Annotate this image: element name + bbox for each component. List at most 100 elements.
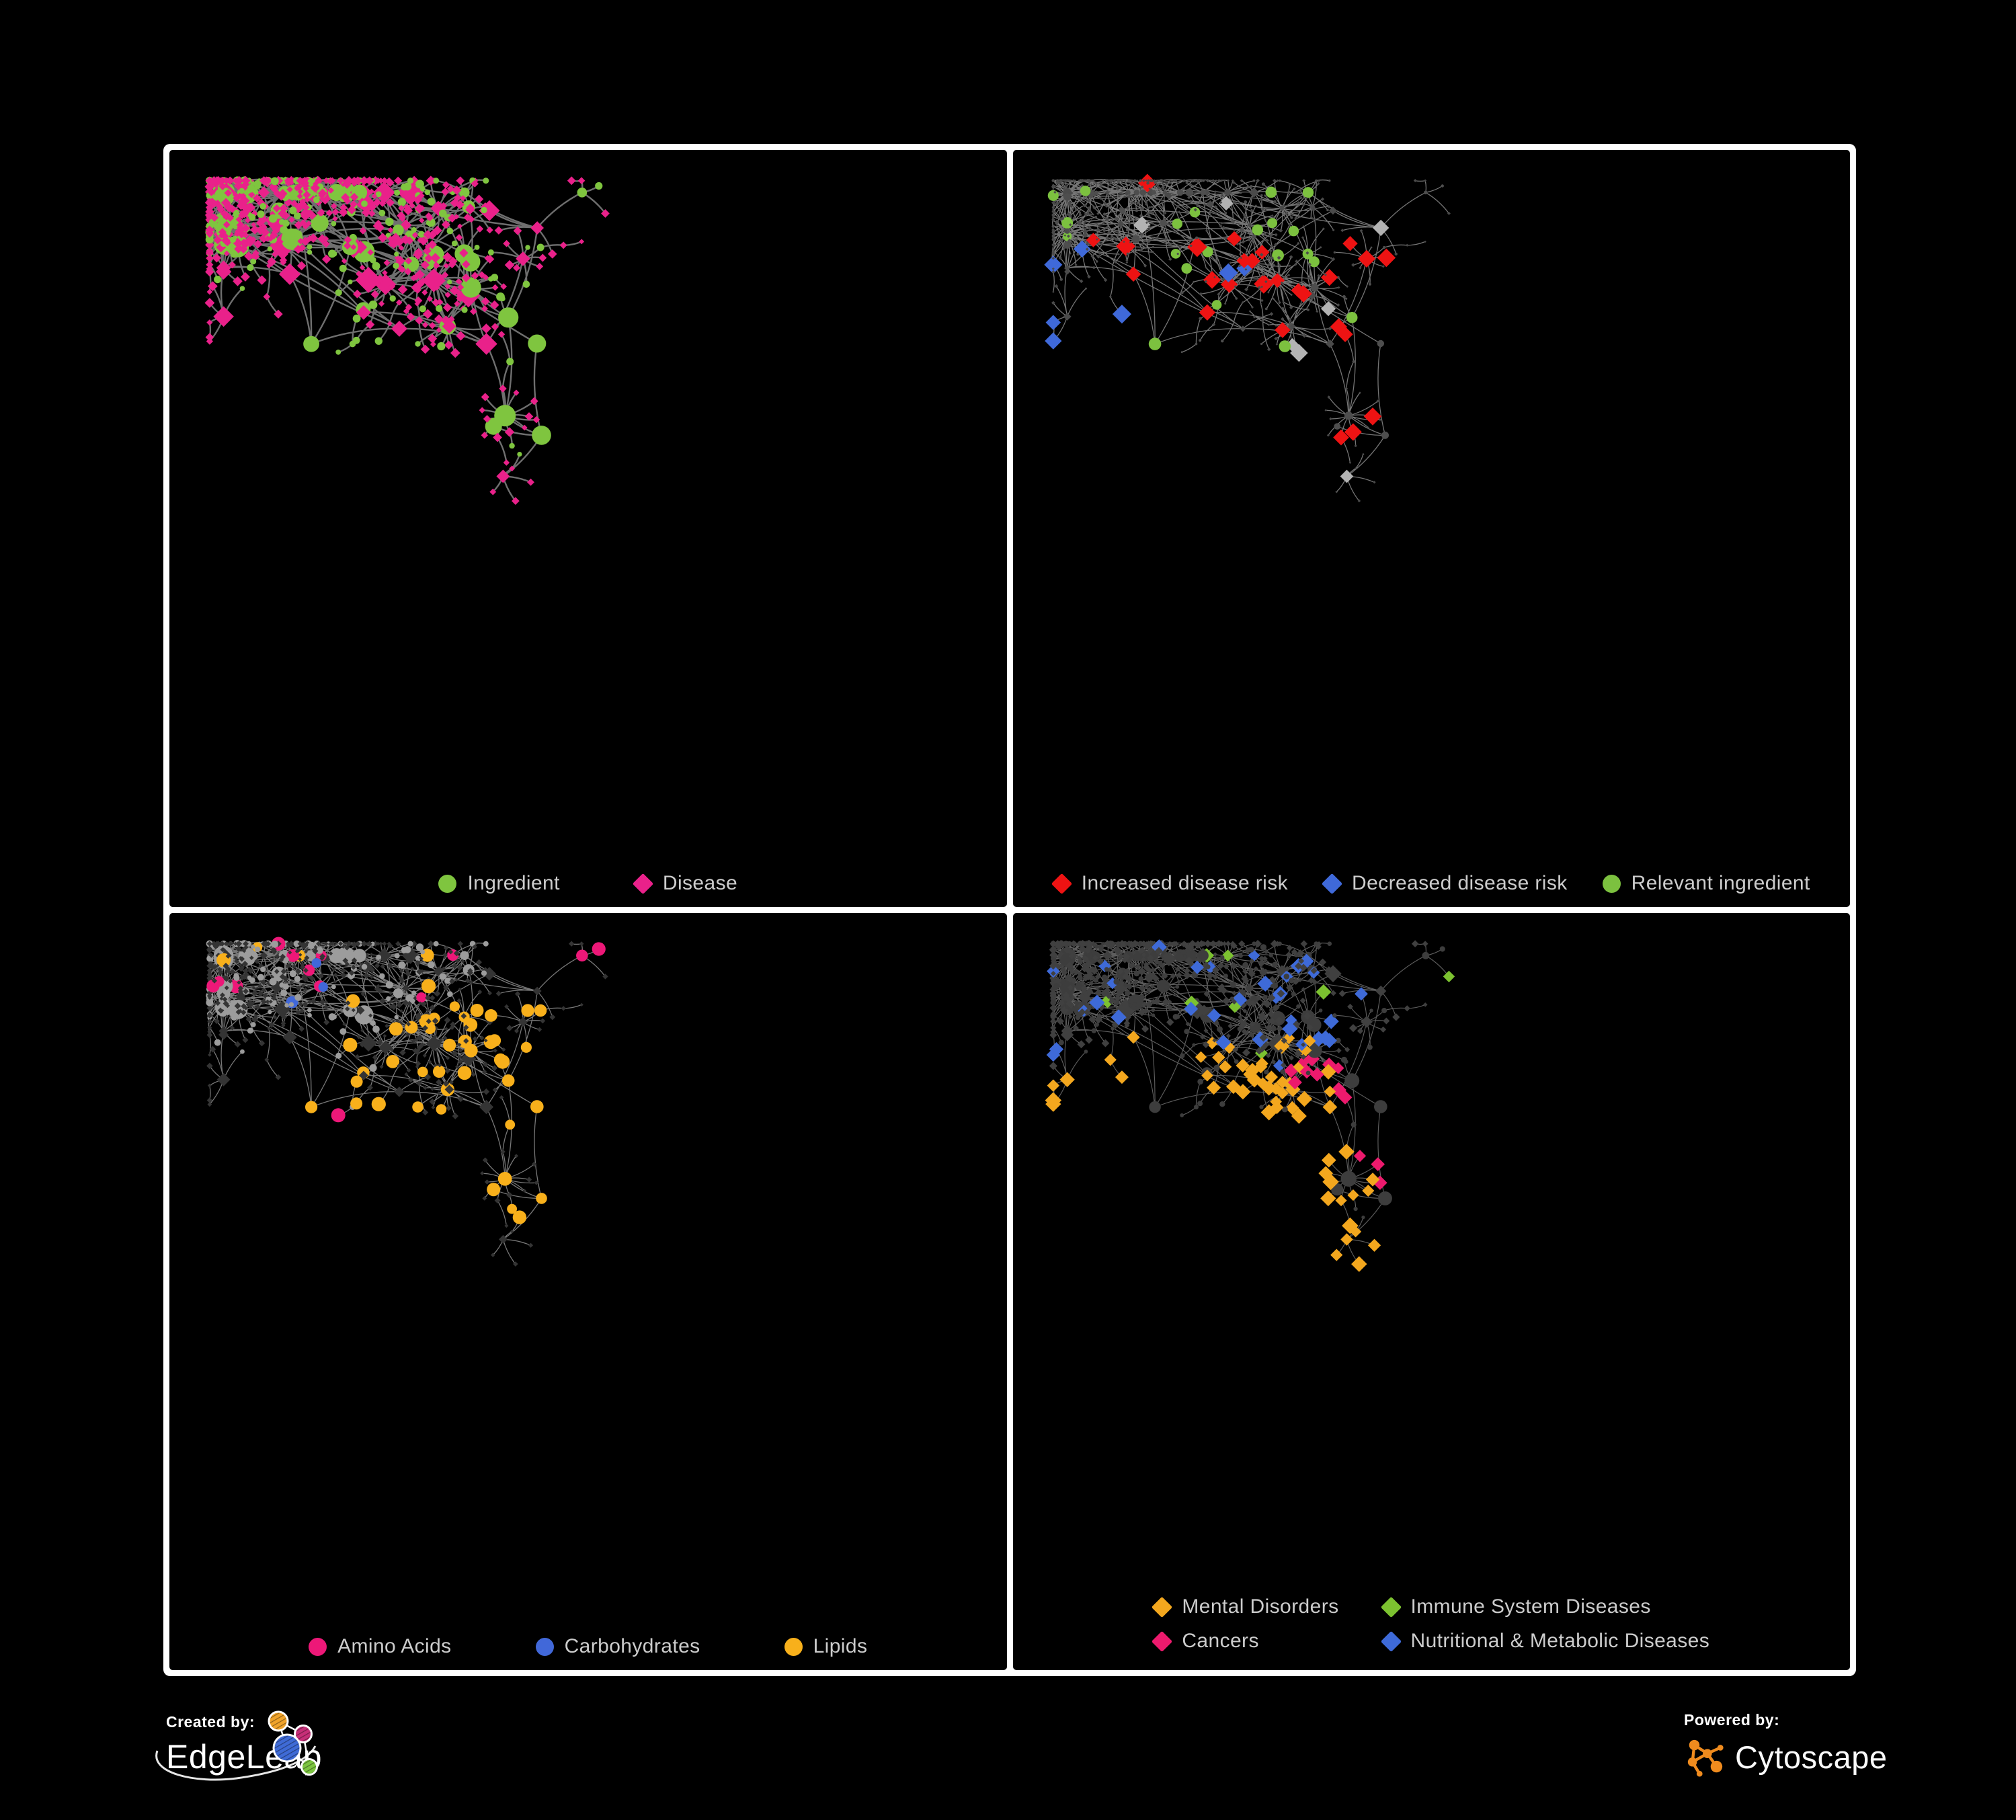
graph-node-circle — [1220, 340, 1224, 343]
graph-node-circle — [233, 973, 239, 979]
graph-node-diamond — [1223, 302, 1226, 305]
graph-node-diamond — [216, 1072, 231, 1086]
graph-node-circle — [534, 1004, 547, 1017]
network-graph-nutrient-classes — [206, 937, 608, 1267]
graph-node-diamond — [443, 1035, 448, 1041]
graph-node-diamond — [456, 964, 463, 971]
graph-node-circle — [386, 1055, 400, 1068]
graph-node-circle — [339, 264, 347, 272]
graph-node-circle — [499, 296, 506, 302]
graph-node-diamond — [1213, 276, 1216, 278]
graph-node-circle — [1326, 941, 1332, 946]
graph-node-diamond — [547, 249, 557, 259]
graph-node-circle — [1373, 1100, 1387, 1113]
graph-node-diamond — [1125, 261, 1128, 264]
graph-node-diamond — [481, 432, 489, 439]
graph-node-diamond — [481, 296, 490, 306]
graph-node-diamond — [1288, 1055, 1294, 1061]
graph-node-diamond — [368, 274, 374, 280]
graph-node-diamond — [1074, 263, 1078, 267]
graph-node-diamond — [1203, 940, 1211, 948]
graph-node-circle — [447, 991, 453, 997]
graph-node-diamond — [1211, 1050, 1225, 1064]
graph-node-circle — [1092, 978, 1098, 983]
graph-node-diamond — [514, 991, 521, 997]
graph-node-circle — [1126, 984, 1132, 990]
graph-node-circle — [1281, 307, 1284, 310]
graph-node-diamond — [213, 306, 234, 327]
graph-node-diamond — [1219, 179, 1223, 182]
graph-node-diamond — [368, 210, 376, 217]
graph-node-circle — [267, 246, 273, 251]
graph-node-diamond — [1324, 1085, 1336, 1098]
lipids-circle-icon — [784, 1637, 803, 1656]
graph-node-diamond — [1279, 229, 1283, 233]
graph-node-circle — [1197, 1078, 1203, 1085]
graph-node-diamond — [1346, 1189, 1359, 1201]
graph-node-circle — [1328, 180, 1330, 182]
graph-node-circle — [1138, 179, 1142, 182]
legend-item: Amino Acids — [309, 1635, 451, 1658]
graph-node-circle — [437, 342, 446, 351]
graph-node-diamond — [1350, 1256, 1367, 1272]
graph-node-diamond — [1211, 323, 1215, 327]
graph-node-circle — [1205, 964, 1211, 970]
graph-node-diamond — [1296, 201, 1300, 205]
graph-node-circle — [415, 955, 421, 961]
graph-node-diamond — [493, 1048, 497, 1053]
graph-node-diamond — [1108, 295, 1112, 299]
graph-node-circle — [269, 978, 277, 986]
graph-node-circle — [1243, 200, 1247, 204]
graph-node-diamond — [227, 978, 233, 984]
graph-node-diamond — [296, 261, 307, 271]
graph-node-diamond — [484, 255, 491, 262]
graph-node-diamond — [1051, 267, 1055, 270]
graph-node-diamond — [1279, 286, 1282, 289]
graph-node-diamond — [1183, 967, 1191, 974]
graph-node-circle — [487, 249, 494, 255]
graph-node-diamond — [268, 999, 273, 1004]
graph-node-circle — [1195, 342, 1197, 346]
graph-node-diamond — [1166, 1018, 1174, 1027]
graph-node-circle — [1344, 1060, 1348, 1064]
graph-node-diamond — [359, 175, 369, 186]
graph-node-circle — [1271, 961, 1278, 968]
graph-node-circle — [498, 307, 519, 328]
graph-node-circle — [308, 941, 315, 949]
graph-node-circle — [424, 189, 431, 196]
graph-node-diamond — [241, 180, 250, 189]
graph-node-diamond — [446, 1056, 450, 1060]
graph-node-circle — [1307, 1043, 1322, 1058]
graph-node-diamond — [433, 1034, 438, 1039]
graph-node-circle — [368, 301, 378, 309]
graph-node-circle — [1318, 1008, 1322, 1013]
graph-node-diamond — [441, 220, 450, 229]
graph-node-diamond — [387, 240, 395, 247]
graph-node-diamond — [421, 321, 429, 328]
graph-node-circle — [1288, 225, 1299, 237]
graph-node-diamond — [354, 1054, 360, 1060]
graph-node-circle — [1101, 974, 1107, 980]
graph-node-circle — [1314, 180, 1317, 182]
graph-node-diamond — [322, 240, 330, 248]
graph-node-diamond — [395, 941, 401, 947]
graph-node-diamond — [506, 1191, 513, 1199]
graph-node-diamond — [1331, 229, 1335, 232]
graph-node-circle — [1221, 193, 1223, 196]
graph-node-diamond — [1145, 180, 1147, 182]
graph-node-circle — [421, 979, 436, 994]
graph-node-diamond — [457, 1054, 462, 1060]
graph-node-circle — [1264, 188, 1267, 190]
graph-node-diamond — [1076, 1040, 1085, 1049]
graph-node-circle — [1229, 996, 1234, 1001]
graph-node-diamond — [337, 177, 345, 185]
graph-node-circle — [376, 955, 382, 960]
graph-node-diamond — [1125, 252, 1129, 256]
graph-node-diamond — [1321, 1152, 1336, 1168]
graph-node-diamond — [500, 283, 508, 290]
graph-node-circle — [394, 1015, 399, 1020]
graph-node-circle — [1099, 182, 1102, 186]
graph-node-circle — [246, 941, 252, 947]
legend-label: Relevant ingredient — [1631, 872, 1810, 894]
graph-node-diamond — [442, 272, 449, 279]
